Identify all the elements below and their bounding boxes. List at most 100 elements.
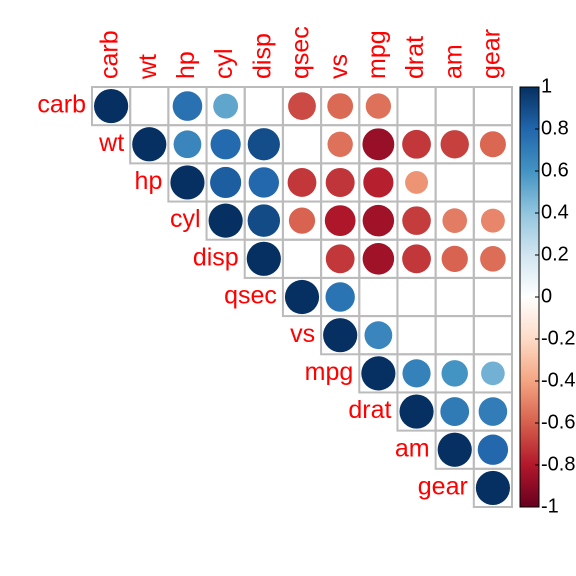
corr-circle xyxy=(362,243,395,275)
corr-circle xyxy=(402,206,431,235)
corr-circle xyxy=(210,166,242,199)
corr-circle xyxy=(210,129,241,160)
row-label: disp xyxy=(193,243,239,271)
corr-circle xyxy=(208,203,243,238)
column-label: am xyxy=(439,44,467,79)
corr-circle xyxy=(440,397,470,426)
colorbar-tick-label: 0.6 xyxy=(541,159,569,181)
colorbar-tick-label: 1 xyxy=(541,75,552,97)
corr-circle xyxy=(402,359,431,388)
corr-circle xyxy=(475,470,510,505)
corr-circle xyxy=(288,92,316,120)
corr-circle xyxy=(94,89,129,124)
column-label: hp xyxy=(172,51,200,79)
row-label: carb xyxy=(37,91,86,119)
corr-circle xyxy=(477,434,509,465)
cell xyxy=(472,276,513,318)
cell xyxy=(472,162,513,203)
row-label: mpg xyxy=(305,358,354,386)
corr-circle xyxy=(287,168,317,197)
row-label: drat xyxy=(348,396,391,424)
corr-circle xyxy=(402,244,431,274)
cell xyxy=(281,238,323,279)
cell xyxy=(434,86,475,127)
corr-circle xyxy=(248,167,280,198)
colorbar-tick-label: -0.2 xyxy=(541,327,575,349)
colorbar-tick-label: 0 xyxy=(541,285,552,307)
column-label: carb xyxy=(96,30,124,79)
row-label: wt xyxy=(98,129,124,157)
cell xyxy=(472,467,513,508)
colorbar-tick-label: 0.4 xyxy=(541,201,569,223)
row-label: cyl xyxy=(170,205,201,233)
column-label: disp xyxy=(248,33,276,79)
column-label: mpg xyxy=(363,30,391,79)
corr-circle xyxy=(364,321,393,350)
corr-circle xyxy=(437,432,472,467)
corr-circle xyxy=(399,394,434,429)
corr-circle xyxy=(247,204,281,237)
cell xyxy=(472,315,513,356)
column-label: vs xyxy=(325,54,353,79)
column-label: cyl xyxy=(210,48,238,79)
cell xyxy=(434,162,475,203)
row-label: qsec xyxy=(224,282,277,310)
colorbar-tick-label: -1 xyxy=(541,495,559,517)
corr-circle xyxy=(365,93,392,119)
corr-circle xyxy=(405,170,429,194)
column-label: gear xyxy=(478,29,506,79)
corr-circle xyxy=(442,208,468,233)
corr-circle xyxy=(288,207,316,234)
corr-circle xyxy=(170,165,205,200)
corr-circle xyxy=(441,360,468,387)
column-label: qsec xyxy=(287,26,315,79)
corr-circle xyxy=(327,93,354,119)
cell xyxy=(129,86,170,127)
colorbar-tick-label: 0.2 xyxy=(541,243,569,265)
corr-circle xyxy=(325,167,355,197)
cell xyxy=(434,315,475,356)
colorbar-tick-label: -0.8 xyxy=(541,453,575,475)
corr-circle xyxy=(327,131,353,157)
cell xyxy=(472,86,513,127)
corr-circle xyxy=(479,131,506,158)
corr-circle xyxy=(480,246,506,272)
cell xyxy=(358,276,399,318)
cell xyxy=(396,276,437,318)
colorbar-tick-label: -0.4 xyxy=(541,369,575,391)
cell xyxy=(396,315,437,356)
corr-circle xyxy=(132,127,167,162)
corr-circle xyxy=(323,318,358,353)
corr-circle xyxy=(284,279,320,315)
row-label: vs xyxy=(290,320,315,348)
corr-circle xyxy=(246,241,281,276)
corr-circle xyxy=(480,208,505,233)
corr-circle xyxy=(247,128,280,161)
corr-circle xyxy=(362,204,395,237)
corr-circle xyxy=(362,128,395,161)
corr-circle xyxy=(361,356,396,391)
cell xyxy=(243,86,284,127)
cell xyxy=(434,276,475,318)
corr-circle xyxy=(440,130,469,159)
corr-circle xyxy=(325,244,355,274)
column-label: wt xyxy=(134,54,162,80)
cell xyxy=(396,86,437,127)
corr-circle xyxy=(363,167,394,198)
column-label: drat xyxy=(401,36,429,79)
corr-circle xyxy=(478,397,508,426)
corr-circle xyxy=(441,245,468,272)
corr-circle xyxy=(402,129,431,159)
corr-circle xyxy=(172,91,203,121)
row-label: am xyxy=(395,434,430,462)
corr-circle xyxy=(213,93,239,119)
corr-circle xyxy=(173,130,202,159)
colorbar-tick-label: 0.8 xyxy=(541,117,569,139)
row-label: hp xyxy=(135,167,163,195)
corr-circle xyxy=(324,205,356,237)
corr-circle xyxy=(325,282,355,312)
colorbar-tick-label: -0.6 xyxy=(541,411,575,433)
cell xyxy=(281,124,323,165)
corr-circle xyxy=(481,361,505,386)
